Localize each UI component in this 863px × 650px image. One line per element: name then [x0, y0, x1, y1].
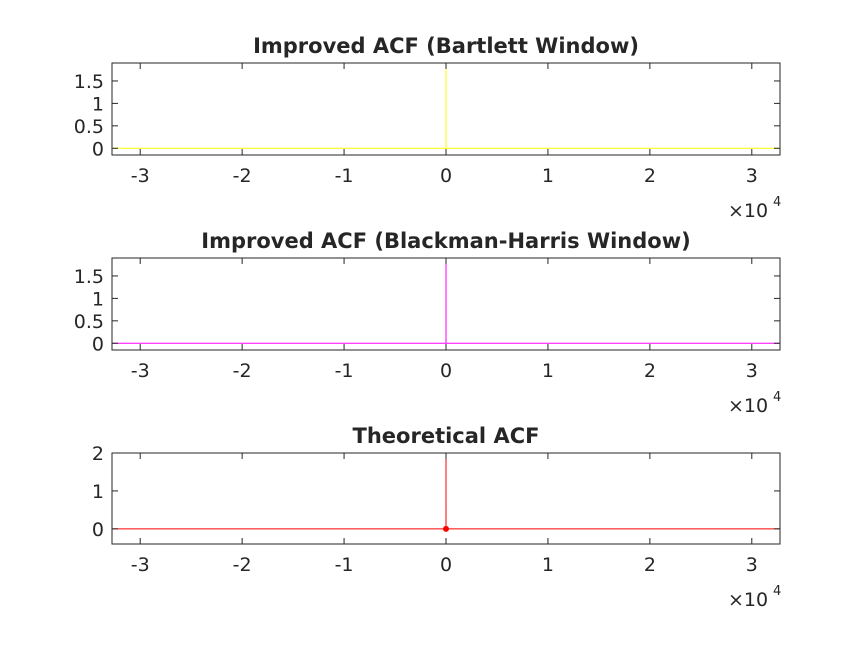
x-tick-label: 2: [644, 554, 656, 576]
subplot-theoretical: Theoretical ACF -3 -2 -1 0 1 2 3 0 1 2 ×10 4: [92, 424, 781, 611]
x-tick-label: -2: [233, 165, 252, 187]
x-tick-label: 2: [644, 165, 656, 187]
y-tick-label: 1.5: [74, 71, 104, 93]
subplot-title: Improved ACF (Bartlett Window): [253, 34, 639, 58]
x-tick-label: 0: [440, 165, 452, 187]
y-tick-label: 0: [92, 138, 104, 160]
x-axis-multiplier-exponent: 4: [773, 584, 781, 599]
x-tick-label: 2: [644, 360, 656, 382]
y-tick-label: 1: [92, 288, 104, 310]
x-tick-label: 1: [542, 554, 554, 576]
series-line: [112, 258, 780, 344]
subplot-bartlett: Improved ACF (Bartlett Window) -3 -2 -1 0 1 2…: [74, 34, 782, 222]
x-tick-label: -3: [131, 165, 150, 187]
series-line: [112, 453, 780, 530]
x-tick-label: -1: [335, 165, 354, 187]
subplot-title: Theoretical ACF: [353, 424, 540, 448]
x-axis-multiplier-exponent: 4: [773, 195, 781, 210]
x-axis-multiplier: ×10: [728, 589, 768, 611]
x-tick-label: 3: [746, 165, 758, 187]
plot-area: -3 -2 -1 0 1 2 3 0 1 2 ×10 4: [92, 443, 781, 611]
plot-area: -3 -2 -1 0 1 2 300.511.5×10 4: [74, 62, 781, 222]
x-tick-label: -3: [131, 554, 150, 576]
x-tick-label: 0: [440, 360, 452, 382]
y-tick-label: 1: [92, 93, 104, 115]
y-tick-label: 2: [92, 443, 104, 465]
y-tick-label: 0: [92, 333, 104, 355]
subplot-title: Improved ACF (Blackman-Harris Window): [201, 229, 690, 253]
y-tick-label: 0.5: [74, 311, 104, 333]
x-tick-label: -3: [131, 360, 150, 382]
plot-area: -3 -2 -1 0 1 2 300.511.5×10 4: [74, 257, 781, 417]
x-tick-label: -1: [335, 360, 354, 382]
x-tick-label: 0: [440, 554, 452, 576]
y-tick-label: 0: [92, 519, 104, 541]
x-axis-multiplier: ×10: [728, 200, 768, 222]
y-tick-label: 1: [92, 481, 104, 503]
x-tick-label: 1: [542, 360, 554, 382]
x-axis-multiplier-exponent: 4: [773, 390, 781, 405]
x-tick-label: 3: [746, 360, 758, 382]
x-axis-multiplier: ×10: [728, 395, 768, 417]
y-tick-label: 1.5: [74, 266, 104, 288]
x-tick-label: -2: [233, 554, 252, 576]
y-tick-label: 0.5: [74, 116, 104, 138]
x-tick-label: -1: [335, 554, 354, 576]
x-tick-label: 1: [542, 165, 554, 187]
x-tick-label: 3: [746, 554, 758, 576]
data-point-marker: [443, 525, 449, 532]
x-tick-label: -2: [233, 360, 252, 382]
subplot-blackman-harris: Improved ACF (Blackman-Harris Window) -3…: [74, 229, 782, 417]
series-line: [112, 63, 780, 149]
